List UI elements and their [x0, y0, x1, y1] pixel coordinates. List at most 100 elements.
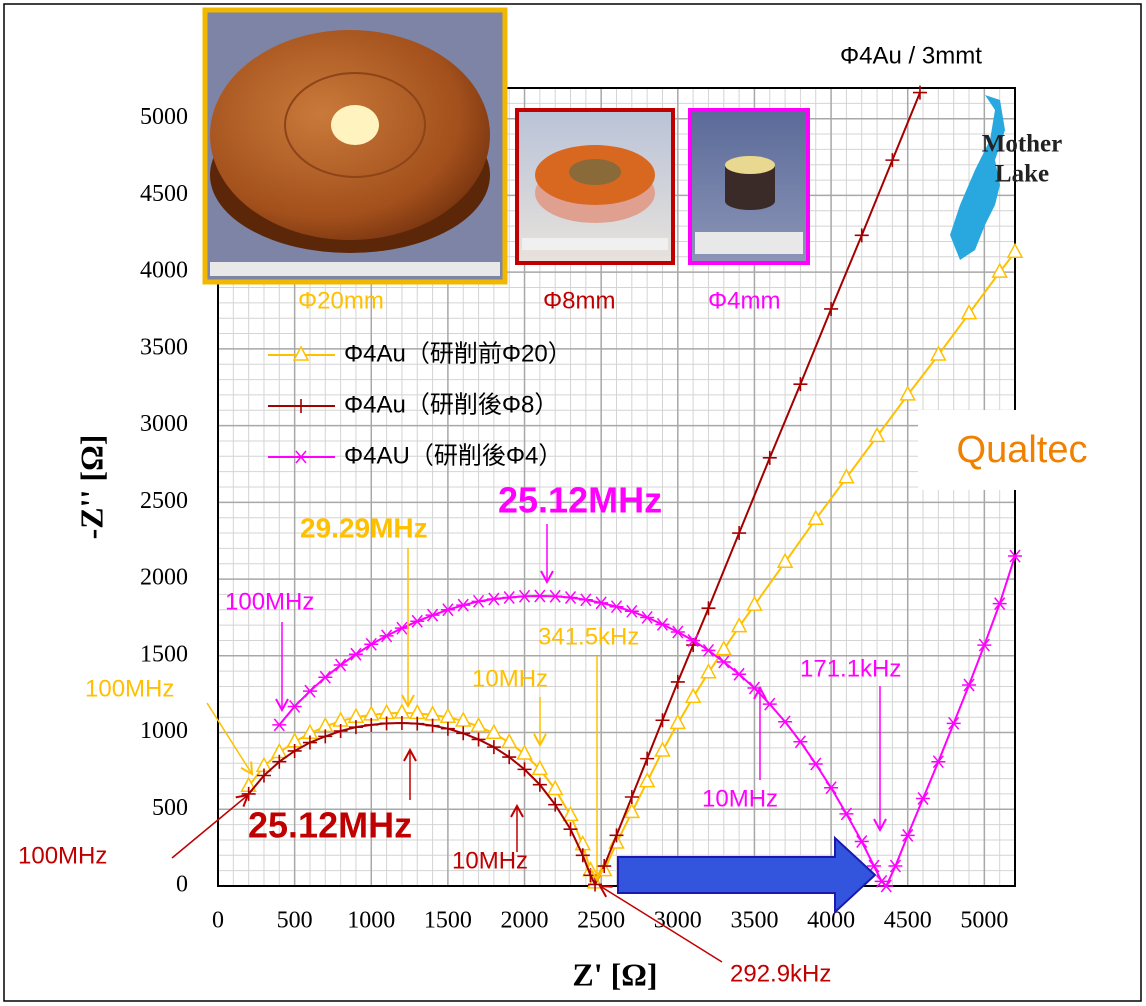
- x-tick-label: 1000: [347, 908, 395, 934]
- data-point: [899, 385, 916, 401]
- annotation: 10MHz: [702, 785, 778, 812]
- annotation: 25.12MHz: [248, 805, 412, 846]
- annotation: 10MHz: [472, 665, 548, 692]
- series-line: [247, 92, 921, 887]
- data-point: [594, 596, 609, 610]
- data-point: [669, 713, 687, 730]
- overlay: Mother Lake Qualtec Φ4Au / 3mmt Φ20mm Φ8mm…: [18, 7, 1128, 987]
- data-point: [701, 601, 716, 616]
- data-point: [655, 713, 670, 728]
- data-point: [700, 663, 717, 679]
- annotation: Φ4mm: [708, 287, 780, 314]
- data-point: [425, 608, 440, 622]
- data-point: [394, 716, 409, 731]
- data-point: [502, 591, 517, 604]
- data-point: [471, 594, 486, 608]
- data-point: [654, 741, 671, 757]
- data-point: [609, 600, 624, 614]
- data-point: [578, 593, 593, 607]
- legend-marker: [294, 450, 308, 464]
- data-point: [302, 735, 317, 750]
- annotation: Φ4Au / 3mmt: [840, 42, 982, 69]
- data-point: [930, 345, 947, 361]
- data-point: [977, 638, 992, 652]
- data-point: [456, 598, 471, 612]
- data-point: [839, 807, 854, 821]
- data-point: [485, 723, 503, 740]
- legend-marker: [294, 399, 308, 413]
- data-point: [1008, 549, 1022, 563]
- data-point: [440, 721, 455, 736]
- data-point: [562, 805, 579, 822]
- data-point: [900, 828, 915, 842]
- data-point: [470, 716, 487, 733]
- data-point: [548, 797, 563, 812]
- data-point: [486, 740, 501, 755]
- logo-text: Qualtec: [957, 429, 1088, 471]
- data-point: [962, 678, 977, 692]
- x-tick-label: 3500: [730, 908, 778, 934]
- data-point: [364, 637, 379, 651]
- annotation: 29.29MHz: [300, 512, 428, 543]
- data-point: [916, 792, 931, 806]
- x-tick-label: 4500: [884, 908, 932, 934]
- y-tick-label: 5000: [140, 104, 188, 130]
- x-tick-label: 3000: [654, 908, 702, 934]
- x-tick-label: 0: [212, 908, 224, 934]
- data-point: [854, 835, 869, 848]
- logo-text: Mother: [982, 131, 1063, 158]
- data-point: [364, 717, 379, 732]
- annotation: 100MHz: [18, 842, 107, 869]
- y-tick-label: 1500: [140, 641, 188, 667]
- x-tick-label: 2500: [577, 908, 625, 934]
- data-point: [348, 647, 363, 661]
- x-tick-label: 1500: [424, 908, 472, 934]
- x-tick-label: 500: [277, 908, 313, 934]
- data-point: [425, 718, 440, 733]
- data-point: [502, 750, 517, 765]
- data-point: [762, 697, 777, 711]
- annotation: 10MHz: [452, 847, 528, 874]
- data-point: [1006, 242, 1023, 258]
- data-point: [885, 153, 900, 168]
- y-tick-label: 1000: [140, 718, 188, 744]
- annotation: 341.5kHz: [538, 623, 639, 650]
- x-tick-label: 5000: [960, 908, 1008, 934]
- data-point: [715, 640, 733, 656]
- x-axis-title: Z' [Ω]: [572, 956, 657, 992]
- annotation: 171.1kHz: [800, 655, 901, 682]
- data-point: [256, 768, 271, 783]
- data-point: [762, 450, 777, 465]
- photo-phi20: [202, 7, 508, 285]
- y-tick-label: 2000: [140, 565, 188, 591]
- data-point: [500, 732, 518, 749]
- data-point: [575, 848, 590, 863]
- data-point: [730, 617, 748, 633]
- data-point: [609, 828, 624, 843]
- data-point: [776, 552, 794, 568]
- x-tick-label: 2000: [501, 908, 549, 934]
- legend-label: Φ4AU（研削後Φ4）: [344, 442, 562, 469]
- data-point: [272, 718, 287, 732]
- data-point: [640, 610, 655, 624]
- data-point: [808, 757, 823, 771]
- data-point: [684, 687, 702, 703]
- data-point: [454, 711, 472, 727]
- photo-phi4: [688, 108, 810, 265]
- data-point: [879, 879, 894, 893]
- y-tick-label: 2500: [140, 488, 188, 514]
- data-point: [793, 377, 808, 392]
- data-point: [348, 720, 363, 735]
- series: [241, 85, 927, 892]
- annotation: 25.12MHz: [498, 480, 662, 521]
- annotation: 100MHz: [85, 675, 174, 702]
- y-axis-title: -Z'' [Ω]: [73, 435, 109, 540]
- y-tick-label: 4500: [140, 181, 188, 207]
- data-point: [824, 301, 839, 316]
- data-point: [624, 789, 639, 804]
- data-point: [854, 228, 869, 243]
- data-point: [531, 759, 549, 776]
- annotation-arrows: [171, 524, 880, 963]
- lake-logo: [950, 95, 1005, 260]
- data-point: [517, 762, 532, 777]
